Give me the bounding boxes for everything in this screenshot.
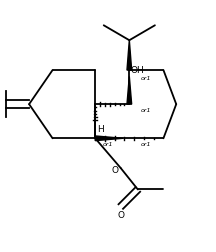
Text: or1: or1	[141, 76, 152, 81]
Text: O: O	[117, 210, 124, 219]
Text: OH: OH	[130, 66, 144, 75]
Text: O: O	[112, 165, 119, 174]
Text: or1: or1	[141, 108, 152, 113]
Text: or1: or1	[103, 142, 113, 147]
Polygon shape	[95, 136, 123, 141]
Text: H: H	[97, 125, 104, 134]
Polygon shape	[127, 41, 132, 71]
Polygon shape	[127, 77, 132, 105]
Text: or1: or1	[141, 142, 152, 147]
